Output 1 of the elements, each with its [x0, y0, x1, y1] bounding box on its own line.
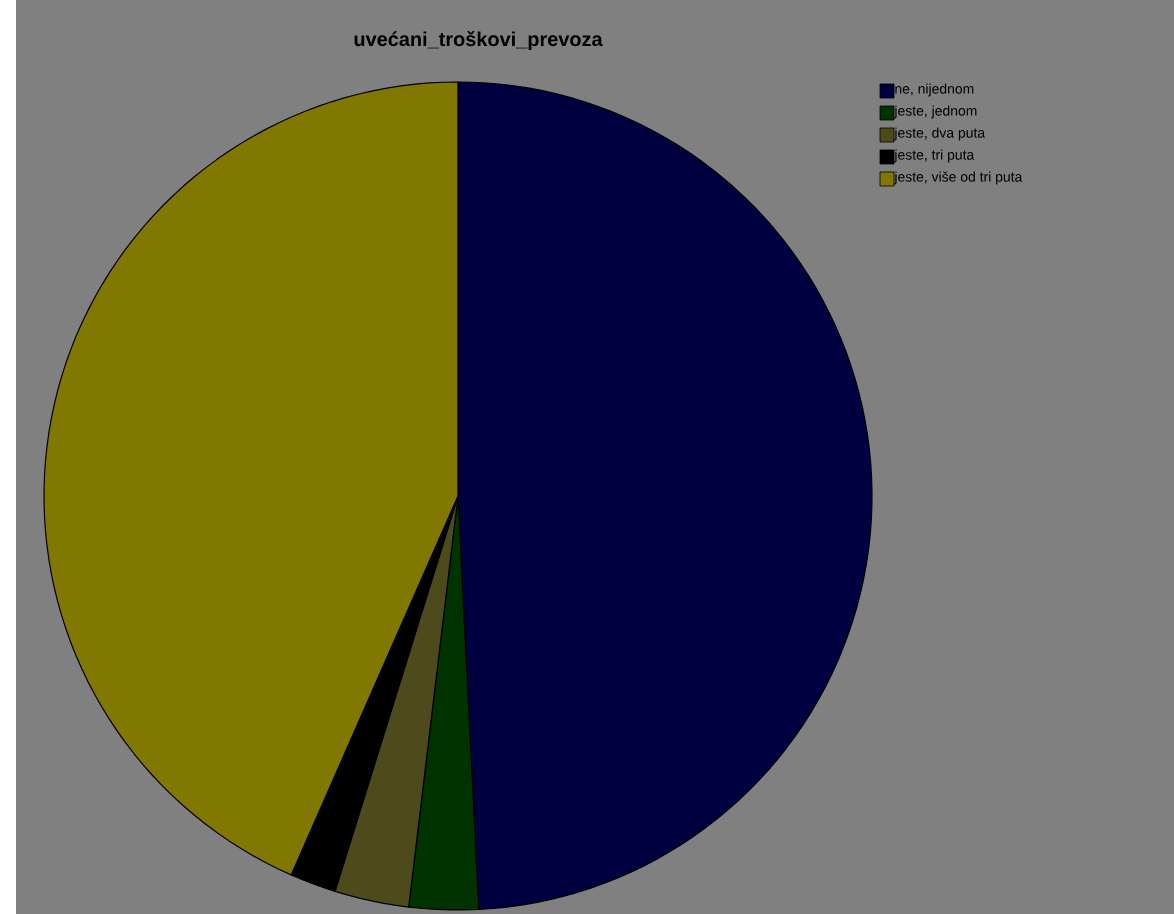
chart-title: uvećani_troškovi_prevoza	[354, 31, 603, 51]
